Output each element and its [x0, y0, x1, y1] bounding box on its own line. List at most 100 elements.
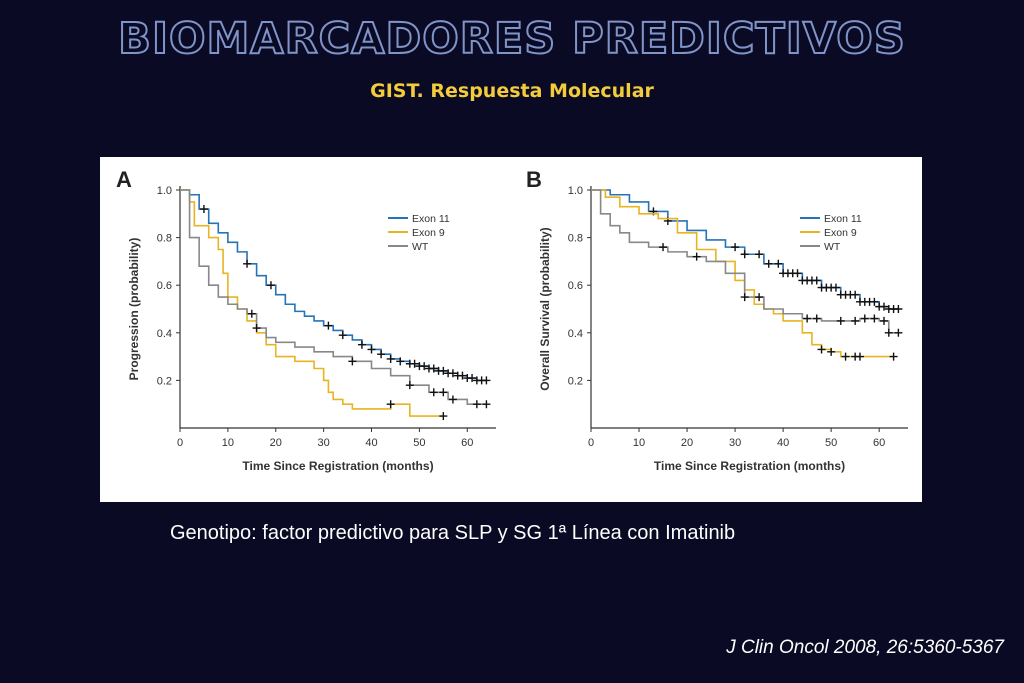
censor-mark [884, 328, 893, 337]
censor-mark [889, 352, 898, 361]
censor-mark [429, 364, 438, 373]
censor-mark [860, 314, 869, 323]
censor-mark [740, 293, 749, 302]
censor-mark [420, 362, 429, 371]
km-charts: A 0.2 0.4 0.6 0.8 1.0 0 10 20 30 40 50 60 Time Since … [116, 167, 908, 473]
x-tick-label: 40 [365, 437, 377, 449]
panel-label: A [116, 167, 132, 192]
censor-mark [855, 352, 864, 361]
censor-mark [199, 205, 208, 214]
y-tick-label: 0.8 [157, 233, 172, 245]
figure-panel: A 0.2 0.4 0.6 0.8 1.0 0 10 20 30 40 50 60 Time Since … [100, 157, 922, 502]
censor-mark [879, 302, 888, 311]
x-tick-label: 50 [413, 437, 425, 449]
censor-mark [851, 316, 860, 325]
censor-mark [252, 324, 261, 333]
censor-mark [894, 305, 903, 313]
censor-mark [448, 369, 457, 378]
slide-title: BIOMARCADORES PREDICTIVOS [117, 13, 906, 65]
censor-mark [836, 316, 845, 325]
censor-mark [247, 309, 256, 318]
censor-mark [803, 314, 812, 323]
y-tick-label: 0.2 [157, 375, 172, 387]
censor-mark [396, 357, 405, 366]
censor-mark [692, 252, 701, 261]
censor-mark [812, 276, 821, 285]
x-tick-label: 60 [873, 437, 885, 449]
legend-label: WT [824, 241, 841, 253]
y-tick-label: 0.4 [568, 328, 583, 340]
censor-mark [817, 345, 826, 354]
censor-mark [405, 381, 414, 390]
x-axis-label: Time Since Registration (months) [242, 459, 433, 473]
x-axis-label: Time Since Registration (months) [654, 459, 845, 473]
censor-mark [827, 347, 836, 356]
x-tick-label: 40 [777, 437, 789, 449]
censor-mark [439, 388, 448, 397]
panel-label: B [526, 167, 542, 192]
censor-mark [764, 259, 773, 268]
censor-mark [386, 400, 395, 409]
censor-mark [755, 293, 764, 302]
censor-mark [482, 376, 491, 385]
censor-mark [879, 316, 888, 325]
slide-subtitle: GIST. Respuesta Molecular [370, 80, 654, 102]
censor-mark [482, 400, 491, 409]
y-tick-label: 0.6 [157, 280, 172, 292]
x-tick-label: 30 [729, 437, 741, 449]
censor-mark [472, 400, 481, 409]
y-tick-label: 1.0 [568, 185, 583, 197]
censor-mark [448, 395, 457, 404]
slide-caption: Genotipo: factor predictivo para SLP y S… [170, 522, 736, 544]
y-tick-label: 0.8 [568, 233, 583, 245]
censor-mark [410, 359, 419, 368]
legend-label: Exon 11 [824, 213, 862, 225]
censor-mark [894, 328, 903, 337]
x-tick-label: 20 [270, 437, 282, 449]
x-tick-label: 20 [681, 437, 693, 449]
x-tick-label: 60 [461, 437, 473, 449]
series-line [591, 189, 899, 334]
y-tick-label: 0.6 [568, 280, 583, 292]
censor-mark [386, 354, 395, 363]
x-tick-label: 30 [318, 437, 330, 449]
y-axis-label: Progression (probability) [127, 238, 141, 381]
censor-mark [755, 250, 764, 259]
y-tick-label: 0.2 [568, 375, 583, 387]
censor-mark [266, 281, 275, 290]
censor-mark [243, 259, 252, 268]
censor-mark [831, 283, 840, 292]
x-tick-label: 0 [177, 437, 183, 449]
censor-mark [367, 345, 376, 354]
censor-mark [377, 350, 386, 359]
censor-mark [841, 352, 850, 361]
censor-mark [338, 331, 347, 340]
censor-mark [348, 357, 357, 366]
legend-label: Exon 9 [824, 227, 857, 239]
x-tick-label: 50 [825, 437, 837, 449]
censor-mark [793, 269, 802, 278]
censor-mark [812, 314, 821, 323]
censor-mark [774, 259, 783, 268]
censor-mark [429, 388, 438, 397]
series-line [180, 189, 444, 417]
censor-mark [851, 290, 860, 299]
legend-label: Exon 11 [412, 213, 450, 225]
y-tick-label: 1.0 [157, 185, 172, 197]
x-tick-label: 10 [633, 437, 645, 449]
censor-mark [324, 321, 333, 330]
legend-label: Exon 9 [412, 227, 445, 239]
censor-mark [870, 314, 879, 323]
censor-mark [458, 371, 467, 380]
censor-mark [468, 374, 477, 383]
censor-mark [731, 243, 740, 252]
censor-mark [439, 412, 448, 421]
censor-mark [870, 297, 879, 306]
censor-mark [740, 250, 749, 259]
censor-mark [439, 366, 448, 375]
y-axis-label: Overall Survival (probability) [538, 227, 552, 390]
x-tick-label: 10 [222, 437, 234, 449]
censor-mark [659, 243, 668, 252]
y-tick-label: 0.4 [157, 328, 172, 340]
x-tick-label: 0 [588, 437, 594, 449]
